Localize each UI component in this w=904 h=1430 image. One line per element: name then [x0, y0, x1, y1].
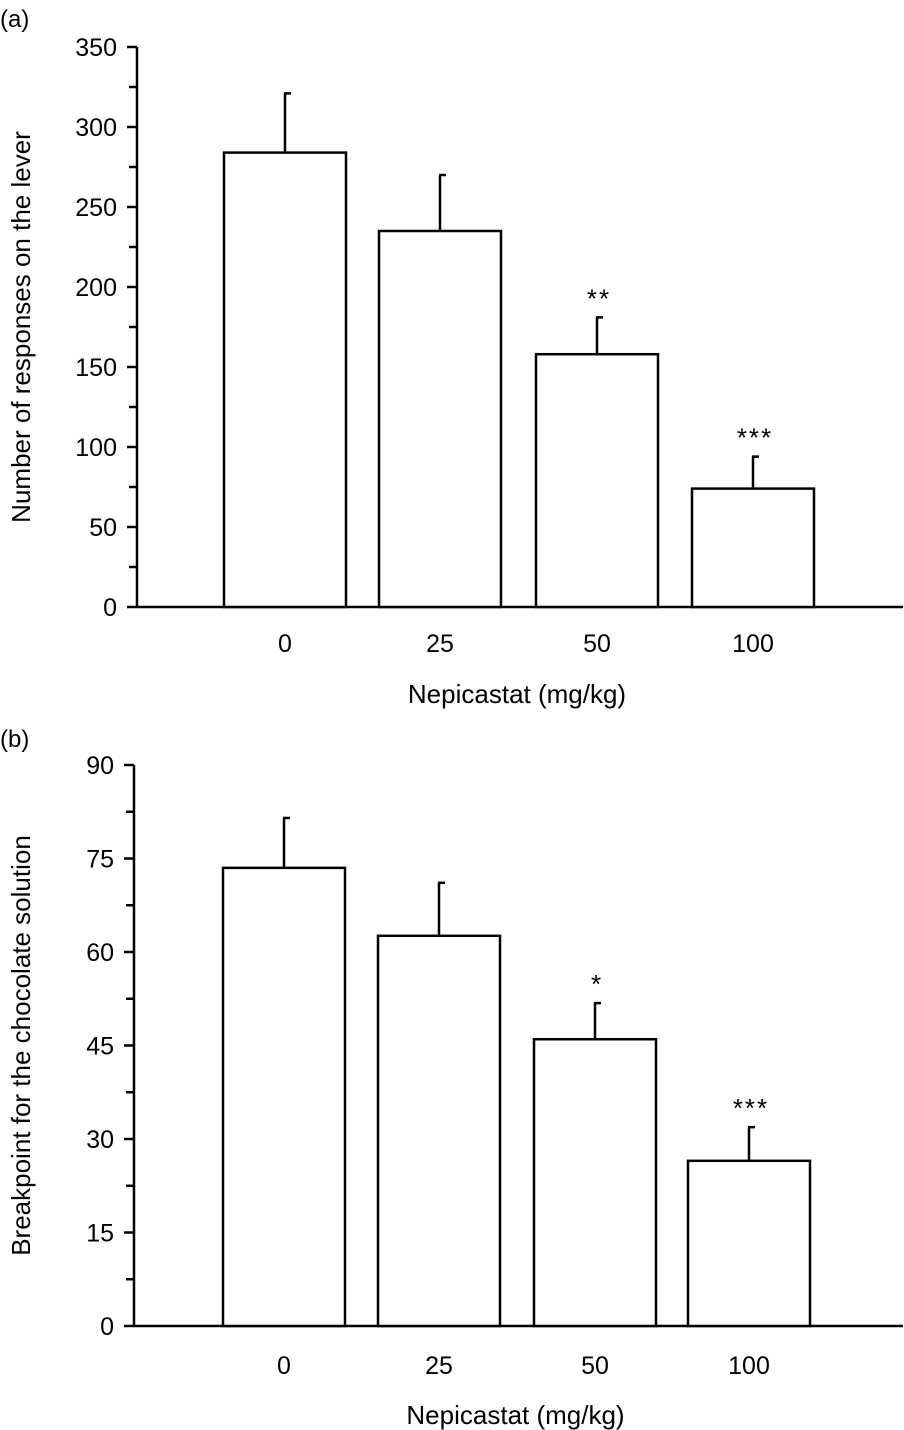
y-tick-label: 75: [86, 846, 114, 874]
y-tick-label: 15: [86, 1220, 114, 1248]
y-tick-label: 100: [75, 434, 117, 462]
y-tick-label: 350: [75, 34, 117, 62]
panel-label: (b): [0, 726, 29, 753]
x-tick-label: 0: [278, 630, 292, 658]
bar-25: [377, 229, 503, 609]
y-tick-label: 90: [86, 752, 114, 780]
y-tick-label: 60: [86, 939, 114, 967]
x-tick-label: 0: [277, 1352, 291, 1380]
y-tick-label: 0: [100, 1313, 114, 1341]
bar-0: [221, 866, 347, 1328]
bar-50: [534, 352, 660, 609]
y-tick-label: 200: [75, 274, 117, 302]
x-tick-label: 100: [732, 630, 774, 658]
panel-b: (b) 0 15 30 45 60 75 90 Breakpoint for the choco…: [0, 726, 903, 1430]
y-tick-label: 30: [86, 1126, 114, 1154]
x-axis-label: Nepicastat (mg/kg): [406, 1400, 624, 1430]
bar-0: [222, 151, 348, 609]
bar-25: [376, 934, 502, 1328]
bar-100: [686, 1159, 812, 1328]
y-tick-label: 300: [75, 114, 117, 142]
significance-marker: *: [591, 969, 603, 999]
x-tick-label: 50: [581, 1352, 609, 1380]
bar-100: [690, 487, 816, 609]
significance-marker: **: [587, 283, 611, 313]
panel-label: (a): [0, 6, 29, 33]
x-tick-label: 25: [426, 630, 454, 658]
significance-marker: ***: [733, 1093, 769, 1123]
y-axis-label: Breakpoint for the chocolate solution: [6, 835, 36, 1256]
bar-50: [532, 1038, 658, 1328]
x-tick-label: 50: [583, 630, 611, 658]
y-tick-label: 50: [89, 514, 117, 542]
significance-marker: ***: [737, 423, 773, 453]
x-axis-label: Nepicastat (mg/kg): [408, 679, 626, 709]
y-tick-label: 0: [103, 594, 117, 622]
y-tick-label: 150: [75, 354, 117, 382]
y-tick-label: 250: [75, 194, 117, 222]
x-tick-label: 100: [728, 1352, 770, 1380]
y-tick-label: 45: [86, 1033, 114, 1061]
y-axis-label: Number of responses on the lever: [6, 131, 36, 523]
x-tick-label: 25: [425, 1352, 453, 1380]
